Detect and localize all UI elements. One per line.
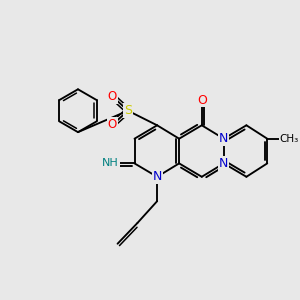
Text: O: O bbox=[108, 118, 117, 131]
Text: O: O bbox=[197, 94, 207, 106]
Text: N: N bbox=[219, 157, 229, 170]
Text: O: O bbox=[108, 90, 117, 103]
Text: N: N bbox=[152, 170, 162, 183]
Text: CH₃: CH₃ bbox=[280, 134, 299, 144]
Text: N: N bbox=[219, 132, 229, 145]
Text: NH: NH bbox=[102, 158, 119, 168]
Text: S: S bbox=[124, 104, 132, 117]
